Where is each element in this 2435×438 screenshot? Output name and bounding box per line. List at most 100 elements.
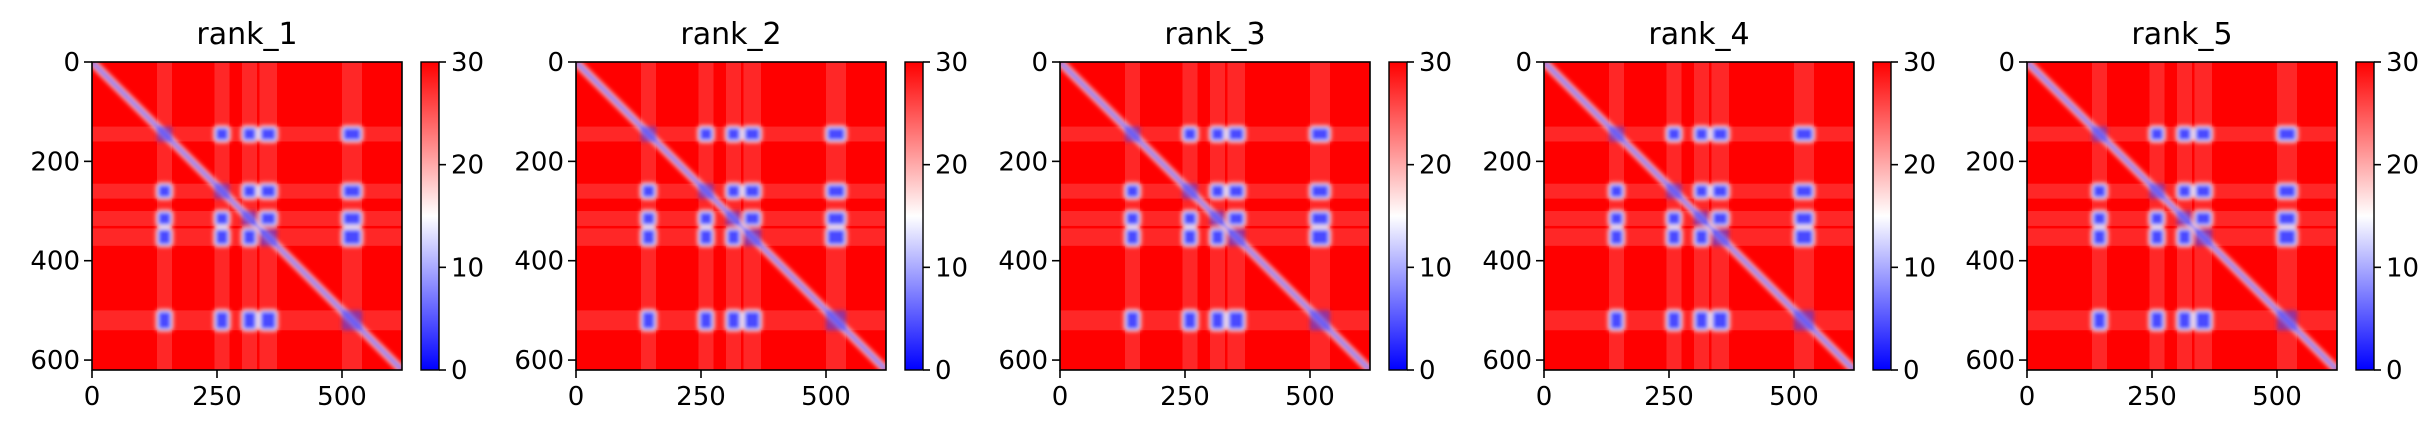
contact-block (241, 125, 258, 143)
contact-block-diagonal (698, 183, 714, 199)
heatmap-contacts (1608, 125, 1815, 332)
colorbar-tick-label: 0 (1419, 356, 1436, 386)
contact-block (640, 227, 657, 247)
contact-block (1710, 210, 1730, 227)
contact-block (1181, 210, 1199, 227)
contact-block-diagonal (2277, 310, 2297, 331)
colorbar-tick-label: 30 (451, 48, 484, 78)
colorbar-tick-label: 30 (1419, 48, 1452, 78)
contact-block (1693, 309, 1710, 332)
contact-block-diagonal (2092, 126, 2107, 142)
y-tick-label: 600 (514, 346, 564, 376)
contact-block (213, 210, 231, 227)
contact-block (2193, 182, 2213, 200)
contact-block (1124, 182, 1141, 200)
contact-block (2276, 182, 2298, 200)
contact-block (1693, 182, 1710, 200)
contact-block (1309, 182, 1331, 200)
contact-block-diagonal (1125, 126, 1140, 142)
contact-block-diagonal (1227, 228, 1245, 246)
contact-block (1710, 309, 1730, 332)
x-tick-label: 250 (1644, 382, 1694, 412)
contact-block (640, 210, 657, 227)
y-tick-label: 600 (1482, 346, 1532, 376)
panel-title: rank_2 (680, 17, 781, 52)
contact-block (1665, 210, 1683, 227)
contact-block (258, 210, 278, 227)
contact-block (241, 227, 258, 247)
colorbar-tick-label: 10 (1903, 253, 1936, 283)
contact-block (1665, 227, 1683, 247)
axes-frame (2026, 61, 2338, 371)
colorbar-gradient (1872, 61, 1892, 371)
contact-block (341, 227, 363, 247)
colorbar-tick-label: 0 (451, 356, 468, 386)
colorbar-tick-label: 10 (1419, 253, 1452, 283)
contact-block (341, 210, 363, 227)
contact-block (258, 182, 278, 200)
contact-block (1209, 309, 1226, 332)
contact-block (1124, 227, 1141, 247)
contact-block-diagonal (2177, 211, 2192, 226)
heatmap-contacts (2091, 125, 2298, 332)
colorbar-gradient (1388, 61, 1408, 371)
x-tick-label: 250 (1160, 382, 1210, 412)
contact-block (742, 309, 762, 332)
contact-block (2148, 125, 2166, 143)
colorbar-tick-label: 10 (2386, 253, 2419, 283)
x-tick-label: 500 (317, 382, 367, 412)
contact-block (1124, 210, 1141, 227)
y-tick-label: 200 (998, 147, 1048, 177)
contact-block (1226, 125, 1246, 143)
colorbar-tick-label: 30 (935, 48, 968, 78)
y-tick-label: 400 (514, 247, 564, 277)
x-tick-label: 0 (84, 382, 101, 412)
x-tick-label: 500 (1769, 382, 1819, 412)
contact-block (1793, 210, 1815, 227)
colorbar-gradient (420, 61, 440, 371)
contact-block (2148, 309, 2166, 332)
y-tick-label: 400 (1965, 247, 2015, 277)
contact-block (2148, 210, 2166, 227)
x-tick-label: 0 (1052, 382, 1069, 412)
contact-block (725, 125, 742, 143)
x-tick-label: 500 (1285, 382, 1335, 412)
contact-block (2193, 125, 2213, 143)
contact-block (697, 309, 715, 332)
contact-block (258, 309, 278, 332)
contact-block (1665, 125, 1683, 143)
contact-block (1693, 227, 1710, 247)
contact-block (742, 125, 762, 143)
contact-block (2148, 227, 2166, 247)
colorbar-tick-label: 0 (935, 356, 952, 386)
y-tick-label: 200 (1482, 147, 1532, 177)
contact-block (341, 182, 363, 200)
panel-title: rank_1 (196, 17, 297, 52)
contact-block-diagonal (1210, 211, 1225, 226)
y-tick-label: 200 (30, 147, 80, 177)
contact-block (742, 210, 762, 227)
colorbar-tick-label: 0 (1903, 356, 1920, 386)
contact-block-diagonal (2149, 183, 2165, 199)
contact-block (1793, 125, 1815, 143)
contact-block (2176, 227, 2193, 247)
contact-block (1226, 210, 1246, 227)
x-tick-label: 0 (568, 382, 585, 412)
contact-block-diagonal (1310, 310, 1330, 331)
colorbar-tick-label: 20 (2386, 151, 2419, 181)
contact-block (2193, 309, 2213, 332)
contact-block (725, 227, 742, 247)
colorbar-tick-label: 20 (935, 151, 968, 181)
contact-block (1710, 125, 1730, 143)
contact-block-diagonal (1182, 183, 1198, 199)
colorbar-tick-label: 20 (1903, 151, 1936, 181)
y-tick-label: 400 (1482, 247, 1532, 277)
contact-block (213, 309, 231, 332)
contact-block-diagonal (1794, 310, 1814, 331)
heatmap-image (1060, 62, 1370, 370)
contact-block (640, 182, 657, 200)
contact-block (1608, 227, 1625, 247)
contact-block (1309, 227, 1331, 247)
